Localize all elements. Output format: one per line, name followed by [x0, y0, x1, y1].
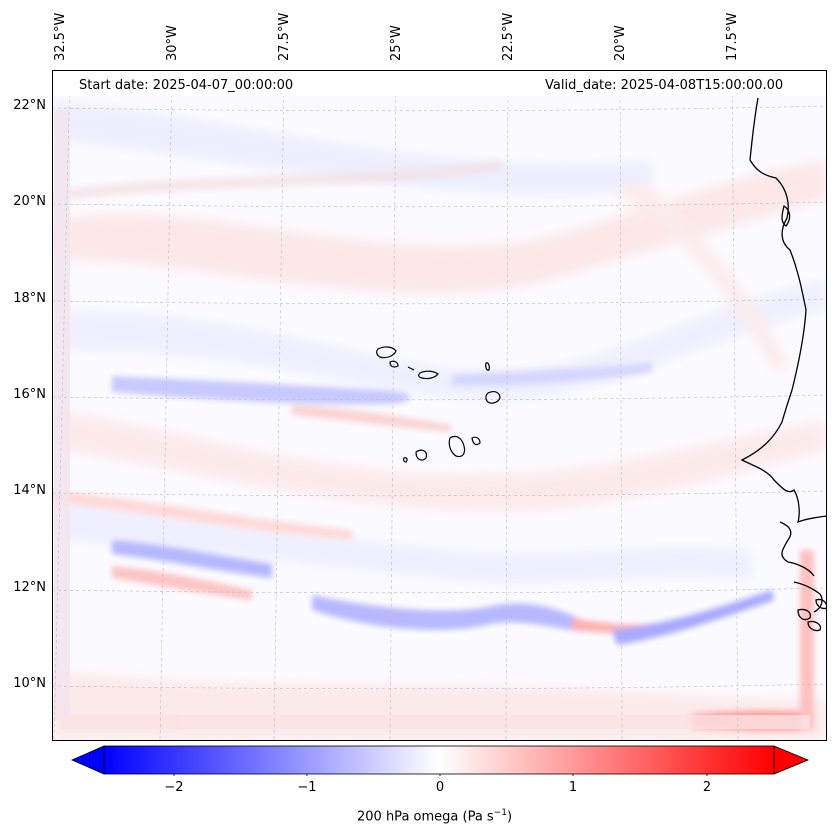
- island-fogo: [415, 449, 427, 461]
- colorbar-tick-0: 0: [435, 780, 445, 795]
- lon-label-27-5w: 27.5°W: [277, 12, 292, 61]
- meridian-line: [505, 70, 509, 741]
- island-maio: [471, 436, 481, 446]
- meridian-line: [159, 70, 173, 741]
- colorbar-ticks: [173, 774, 708, 776]
- island-sao-nicolau: [418, 370, 439, 380]
- colorbar-gradient: [103, 745, 775, 775]
- island-santo-antao: [376, 346, 397, 359]
- start-date-label: Start date: 2025-04-07_00:00:00: [79, 78, 294, 93]
- colorbar-tick-neg2: −2: [164, 780, 184, 795]
- meridian-line: [619, 70, 623, 741]
- colorbar-title-main: 200 hPa omega (Pa s: [357, 809, 494, 825]
- lat-label-14n: 14°N: [13, 483, 46, 498]
- coastline: [740, 97, 827, 632]
- meridian-line: [273, 70, 285, 741]
- lat-label-12n: 12°N: [13, 580, 46, 595]
- colorbar: [71, 745, 810, 776]
- island-brava: [403, 457, 408, 463]
- coastline-path: [815, 598, 827, 610]
- lat-label-20n: 20°N: [13, 194, 46, 209]
- title-strip: [52, 70, 827, 96]
- cape-verde-islands: [376, 346, 501, 463]
- lat-label-18n: 18°N: [13, 291, 46, 306]
- meridian-line: [731, 70, 739, 741]
- lon-label-25w: 25°W: [389, 25, 404, 61]
- lat-label-10n: 10°N: [13, 676, 46, 691]
- colorbar-title-end: ): [506, 809, 513, 825]
- island-santa-luzia: [407, 366, 415, 371]
- colorbar-min-extension: [71, 745, 105, 775]
- graticule: [52, 70, 827, 741]
- coastline-path: [740, 97, 827, 524]
- meridian-line: [53, 70, 71, 741]
- island-boa-vista: [485, 391, 501, 404]
- coastline-path: [779, 521, 815, 577]
- coastline-path: [781, 204, 791, 227]
- lon-label-17-5w: 17.5°W: [725, 12, 740, 61]
- valid-date-label: Valid_date: 2025-04-08T15:00:00.00: [545, 78, 784, 93]
- colorbar-title-exponent: −1: [493, 808, 507, 818]
- coastline-path: [807, 620, 822, 632]
- colorbar-tick-2: 2: [702, 780, 712, 795]
- lon-label-20w: 20°W: [613, 25, 628, 61]
- lat-label-22n: 22°N: [13, 98, 46, 113]
- colorbar-max-extension: [773, 745, 810, 775]
- meridian-line: [389, 70, 397, 741]
- omega-map: [52, 70, 827, 741]
- colorbar-tick-neg1: −1: [297, 780, 317, 795]
- lon-label-30w: 30°W: [165, 25, 180, 61]
- colorbar-title: 200 hPa omega (Pa s−1): [357, 808, 512, 824]
- lon-label-22-5w: 22.5°W: [501, 12, 516, 61]
- lon-label-32-5w: 32.5°W: [53, 12, 68, 61]
- colorbar-tick-1: 1: [568, 780, 578, 795]
- coastline-path: [797, 608, 812, 621]
- island-sao-vicente: [389, 360, 399, 368]
- lat-label-16n: 16°N: [13, 387, 46, 402]
- island-santiago: [448, 435, 466, 458]
- island-sal: [485, 362, 490, 371]
- map-frame: [52, 70, 827, 741]
